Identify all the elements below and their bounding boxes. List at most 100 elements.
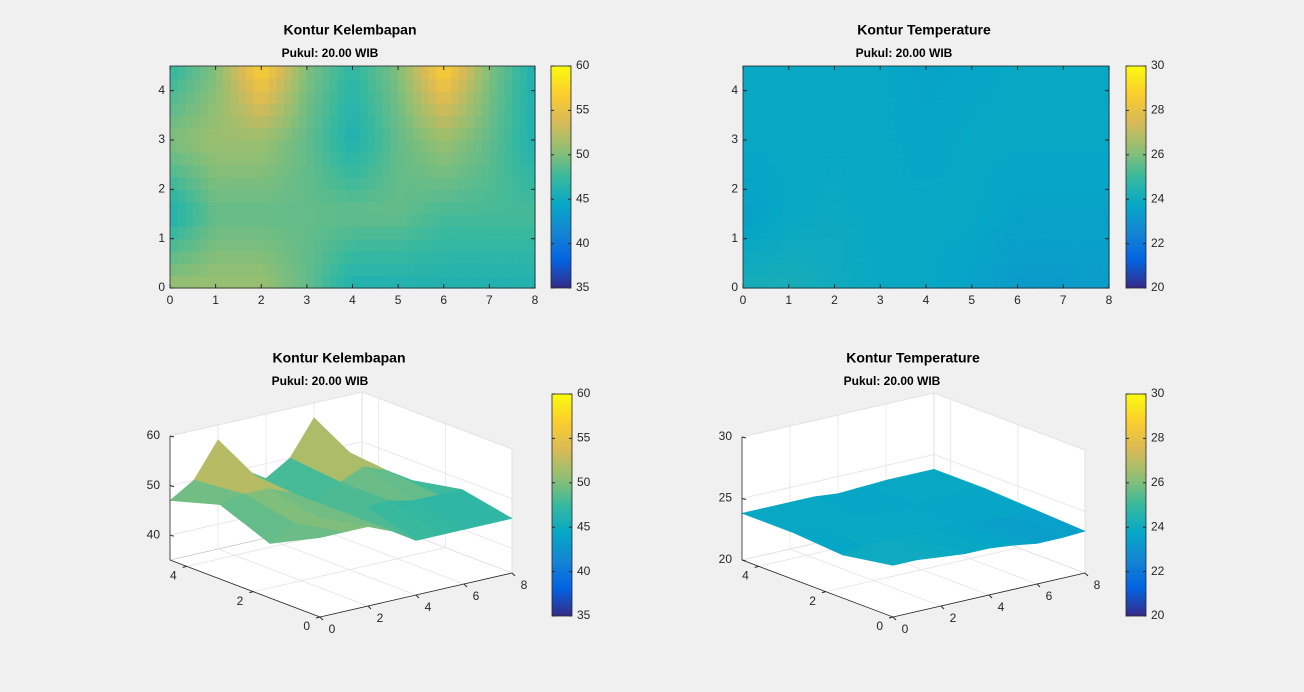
contour-cell [926, 251, 935, 264]
contour-cell [971, 251, 980, 264]
contour-cell [238, 275, 247, 289]
contour-cell [527, 238, 536, 252]
contour-cell [496, 275, 506, 289]
contour-cell [466, 263, 475, 277]
contour-cell [481, 78, 490, 92]
contour-cell [261, 238, 270, 252]
x-tick-label: 3 [304, 293, 311, 307]
contour-cell [246, 78, 255, 92]
contour-cell [367, 103, 376, 116]
contour-cell [398, 214, 407, 227]
contour-cell [329, 103, 338, 116]
contour-cell [170, 263, 179, 277]
contour-cell [994, 78, 1003, 92]
contour-cell [413, 214, 422, 227]
contour-cell [1055, 90, 1064, 104]
contour-cell [857, 263, 866, 277]
contour-cell [489, 201, 498, 215]
contour-cell [306, 90, 316, 104]
contour-cell [743, 189, 752, 203]
x-tick-label: 0 [740, 293, 747, 307]
contour-cell [177, 66, 186, 79]
contour-cell [849, 140, 858, 153]
contour-cell [1086, 275, 1095, 289]
contour-cell [1032, 226, 1041, 240]
y-tick-label: 4 [158, 83, 165, 97]
contour-cell [519, 214, 528, 227]
contour-cell [405, 103, 414, 116]
contour-cell [1025, 90, 1034, 104]
contour-cell [284, 103, 293, 116]
contour-cell [1025, 251, 1034, 264]
contour-cell [903, 152, 912, 166]
contour-cell [857, 90, 866, 104]
contour-cell [474, 214, 483, 227]
contour-cell [1070, 251, 1080, 264]
contour-cell [895, 115, 904, 129]
contour-cell [192, 66, 202, 79]
contour-cell [504, 115, 513, 129]
contour-cell [994, 238, 1003, 252]
contour-cell [887, 214, 897, 227]
contour-cell [948, 140, 958, 153]
contour-cell [314, 201, 323, 215]
contour-cell [360, 152, 369, 166]
contour-cell [788, 226, 797, 240]
contour-cell [466, 251, 475, 264]
contour-cell [1048, 214, 1057, 227]
contour-cell [865, 115, 874, 129]
contour-cell [261, 263, 270, 277]
contour-cell [948, 214, 958, 227]
contour-cell [956, 90, 965, 104]
y-tick-label: 2 [809, 594, 816, 608]
contour-cell [765, 251, 775, 264]
contour-cell [941, 90, 950, 104]
contour-cell [987, 226, 996, 240]
contour-cell [1025, 115, 1034, 129]
contour-cell [344, 78, 354, 92]
contour-cell [1017, 275, 1026, 289]
contour-cell [170, 251, 179, 264]
contour-cell [208, 78, 217, 92]
x-tick [463, 583, 468, 588]
contour-cell [299, 177, 308, 190]
contour-cell [268, 275, 278, 289]
contour-cell [750, 103, 759, 116]
contour-cell [1040, 164, 1049, 178]
contour-cell [322, 115, 331, 129]
contour-cell [466, 115, 475, 129]
contour-cell [436, 201, 445, 215]
contour-cell [887, 201, 897, 215]
contour-cell [887, 238, 897, 252]
contour-cell [352, 214, 361, 227]
contour-cell [1040, 90, 1049, 104]
contour-cell [826, 214, 836, 227]
contour-cell [872, 127, 881, 141]
contour-cell [215, 275, 224, 289]
contour-cell [413, 90, 422, 104]
contour-cell [284, 140, 293, 153]
contour-cell [200, 201, 209, 215]
contour-cell [284, 78, 293, 92]
contour-cell [1086, 226, 1095, 240]
contour-cell [344, 115, 354, 129]
contour-cell [1070, 226, 1080, 240]
grid-line [361, 441, 513, 499]
contour-cell [1025, 275, 1034, 289]
contour-cell [291, 214, 300, 227]
contour-cell [1086, 251, 1095, 264]
contour-cell [428, 275, 437, 289]
contour-cell [987, 275, 996, 289]
contour-cell [826, 251, 836, 264]
contour-cell [1009, 251, 1019, 264]
contour-cell [1070, 127, 1080, 141]
x-tick [1084, 572, 1089, 577]
contour-cell [1101, 78, 1110, 92]
contour-cell [276, 226, 285, 240]
contour-cell [458, 189, 468, 203]
contour-cell [268, 251, 278, 264]
contour-cell [1078, 115, 1087, 129]
contour-cell [306, 164, 316, 178]
contour-cell [390, 177, 399, 190]
contour-cell [215, 90, 224, 104]
